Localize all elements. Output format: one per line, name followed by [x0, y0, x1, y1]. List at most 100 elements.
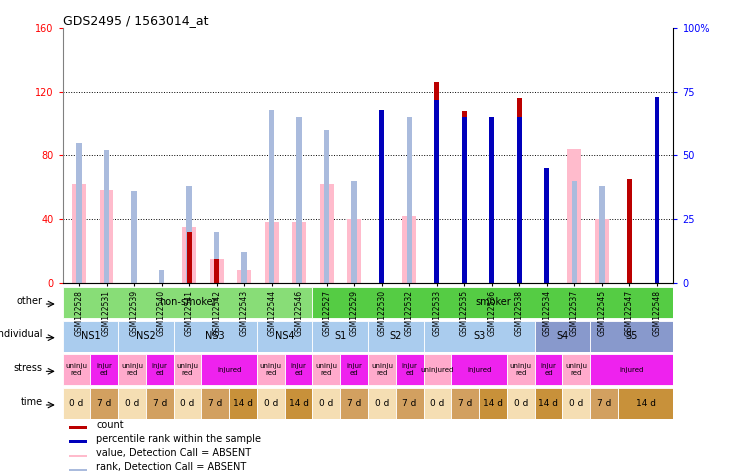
Bar — [77, 143, 82, 283]
Bar — [269, 110, 275, 283]
Text: uninju
red: uninju red — [510, 363, 531, 376]
Bar — [146, 354, 174, 385]
Text: 0 d: 0 d — [180, 399, 195, 408]
Text: S3: S3 — [473, 331, 485, 341]
Text: S5: S5 — [626, 331, 638, 341]
Bar — [265, 222, 278, 283]
Text: stress: stress — [13, 363, 43, 373]
Bar — [285, 388, 313, 419]
Bar — [68, 426, 87, 429]
Bar — [379, 110, 384, 283]
Bar — [99, 191, 113, 283]
Bar — [257, 388, 285, 419]
Bar — [257, 354, 285, 385]
Text: GDS2495 / 1563014_at: GDS2495 / 1563014_at — [63, 14, 208, 27]
Text: 0 d: 0 d — [263, 399, 278, 408]
Bar — [590, 320, 673, 352]
Bar — [186, 186, 192, 283]
Bar — [237, 270, 251, 283]
Bar — [285, 354, 313, 385]
Bar — [517, 118, 522, 283]
Text: injur
ed: injur ed — [291, 363, 306, 376]
Bar — [63, 388, 91, 419]
Bar — [654, 101, 659, 283]
Text: 0 d: 0 d — [319, 399, 333, 408]
Bar — [534, 388, 562, 419]
Bar — [202, 388, 229, 419]
Bar — [292, 222, 306, 283]
Text: NS3: NS3 — [205, 331, 225, 341]
Text: injur
ed: injur ed — [152, 363, 168, 376]
Text: time: time — [21, 397, 43, 407]
Text: other: other — [16, 296, 43, 306]
Bar — [68, 455, 87, 457]
Bar — [507, 388, 534, 419]
Text: individual: individual — [0, 329, 43, 339]
Bar — [72, 184, 86, 283]
Bar — [241, 252, 247, 283]
Bar — [347, 219, 361, 283]
Bar — [214, 232, 219, 283]
Text: injur
ed: injur ed — [346, 363, 362, 376]
Bar — [313, 388, 340, 419]
Text: 7 d: 7 d — [597, 399, 611, 408]
Text: 14 d: 14 d — [539, 399, 559, 408]
Bar — [257, 320, 313, 352]
Bar — [91, 388, 118, 419]
Text: value, Detection Call = ABSENT: value, Detection Call = ABSENT — [96, 448, 251, 458]
Bar — [63, 320, 118, 352]
Bar — [451, 354, 507, 385]
Bar — [572, 181, 577, 283]
Bar — [423, 354, 451, 385]
Bar — [131, 191, 137, 283]
Bar — [479, 388, 507, 419]
Text: injured: injured — [620, 367, 644, 373]
Bar — [68, 469, 87, 471]
Bar — [229, 388, 257, 419]
Text: percentile rank within the sample: percentile rank within the sample — [96, 434, 261, 444]
Bar — [396, 354, 423, 385]
Text: injured: injured — [467, 367, 491, 373]
Bar — [174, 320, 257, 352]
Text: NS1: NS1 — [80, 331, 100, 341]
Text: 7 d: 7 d — [403, 399, 417, 408]
Text: 0 d: 0 d — [569, 399, 584, 408]
Bar — [590, 354, 673, 385]
Text: 14 d: 14 d — [289, 399, 308, 408]
Bar — [507, 354, 534, 385]
Bar — [368, 354, 396, 385]
Bar — [462, 111, 467, 283]
Text: NS4: NS4 — [275, 331, 294, 341]
Text: NS2: NS2 — [136, 331, 156, 341]
Bar — [562, 388, 590, 419]
Text: rank, Detection Call = ABSENT: rank, Detection Call = ABSENT — [96, 463, 247, 473]
Bar — [618, 388, 673, 419]
Bar — [406, 118, 412, 283]
Bar — [118, 388, 146, 419]
Text: injur
ed: injur ed — [540, 363, 556, 376]
Bar — [118, 320, 174, 352]
Text: injur
ed: injur ed — [402, 363, 417, 376]
Bar — [340, 354, 368, 385]
Bar — [379, 143, 384, 283]
Bar — [202, 354, 257, 385]
Bar — [63, 354, 91, 385]
Text: 14 d: 14 d — [483, 399, 503, 408]
Bar — [451, 388, 479, 419]
Bar — [174, 354, 202, 385]
Bar — [423, 320, 534, 352]
Bar — [595, 219, 609, 283]
Bar — [434, 82, 439, 283]
Bar — [214, 259, 219, 283]
Bar — [313, 354, 340, 385]
Text: 7 d: 7 d — [152, 399, 167, 408]
Text: count: count — [96, 420, 124, 430]
Bar — [534, 320, 590, 352]
Bar — [534, 354, 562, 385]
Bar — [118, 354, 146, 385]
Bar — [368, 388, 396, 419]
Text: uninju
red: uninju red — [315, 363, 337, 376]
Bar — [159, 270, 164, 283]
Text: injured: injured — [217, 367, 241, 373]
Text: uninju
red: uninju red — [121, 363, 143, 376]
